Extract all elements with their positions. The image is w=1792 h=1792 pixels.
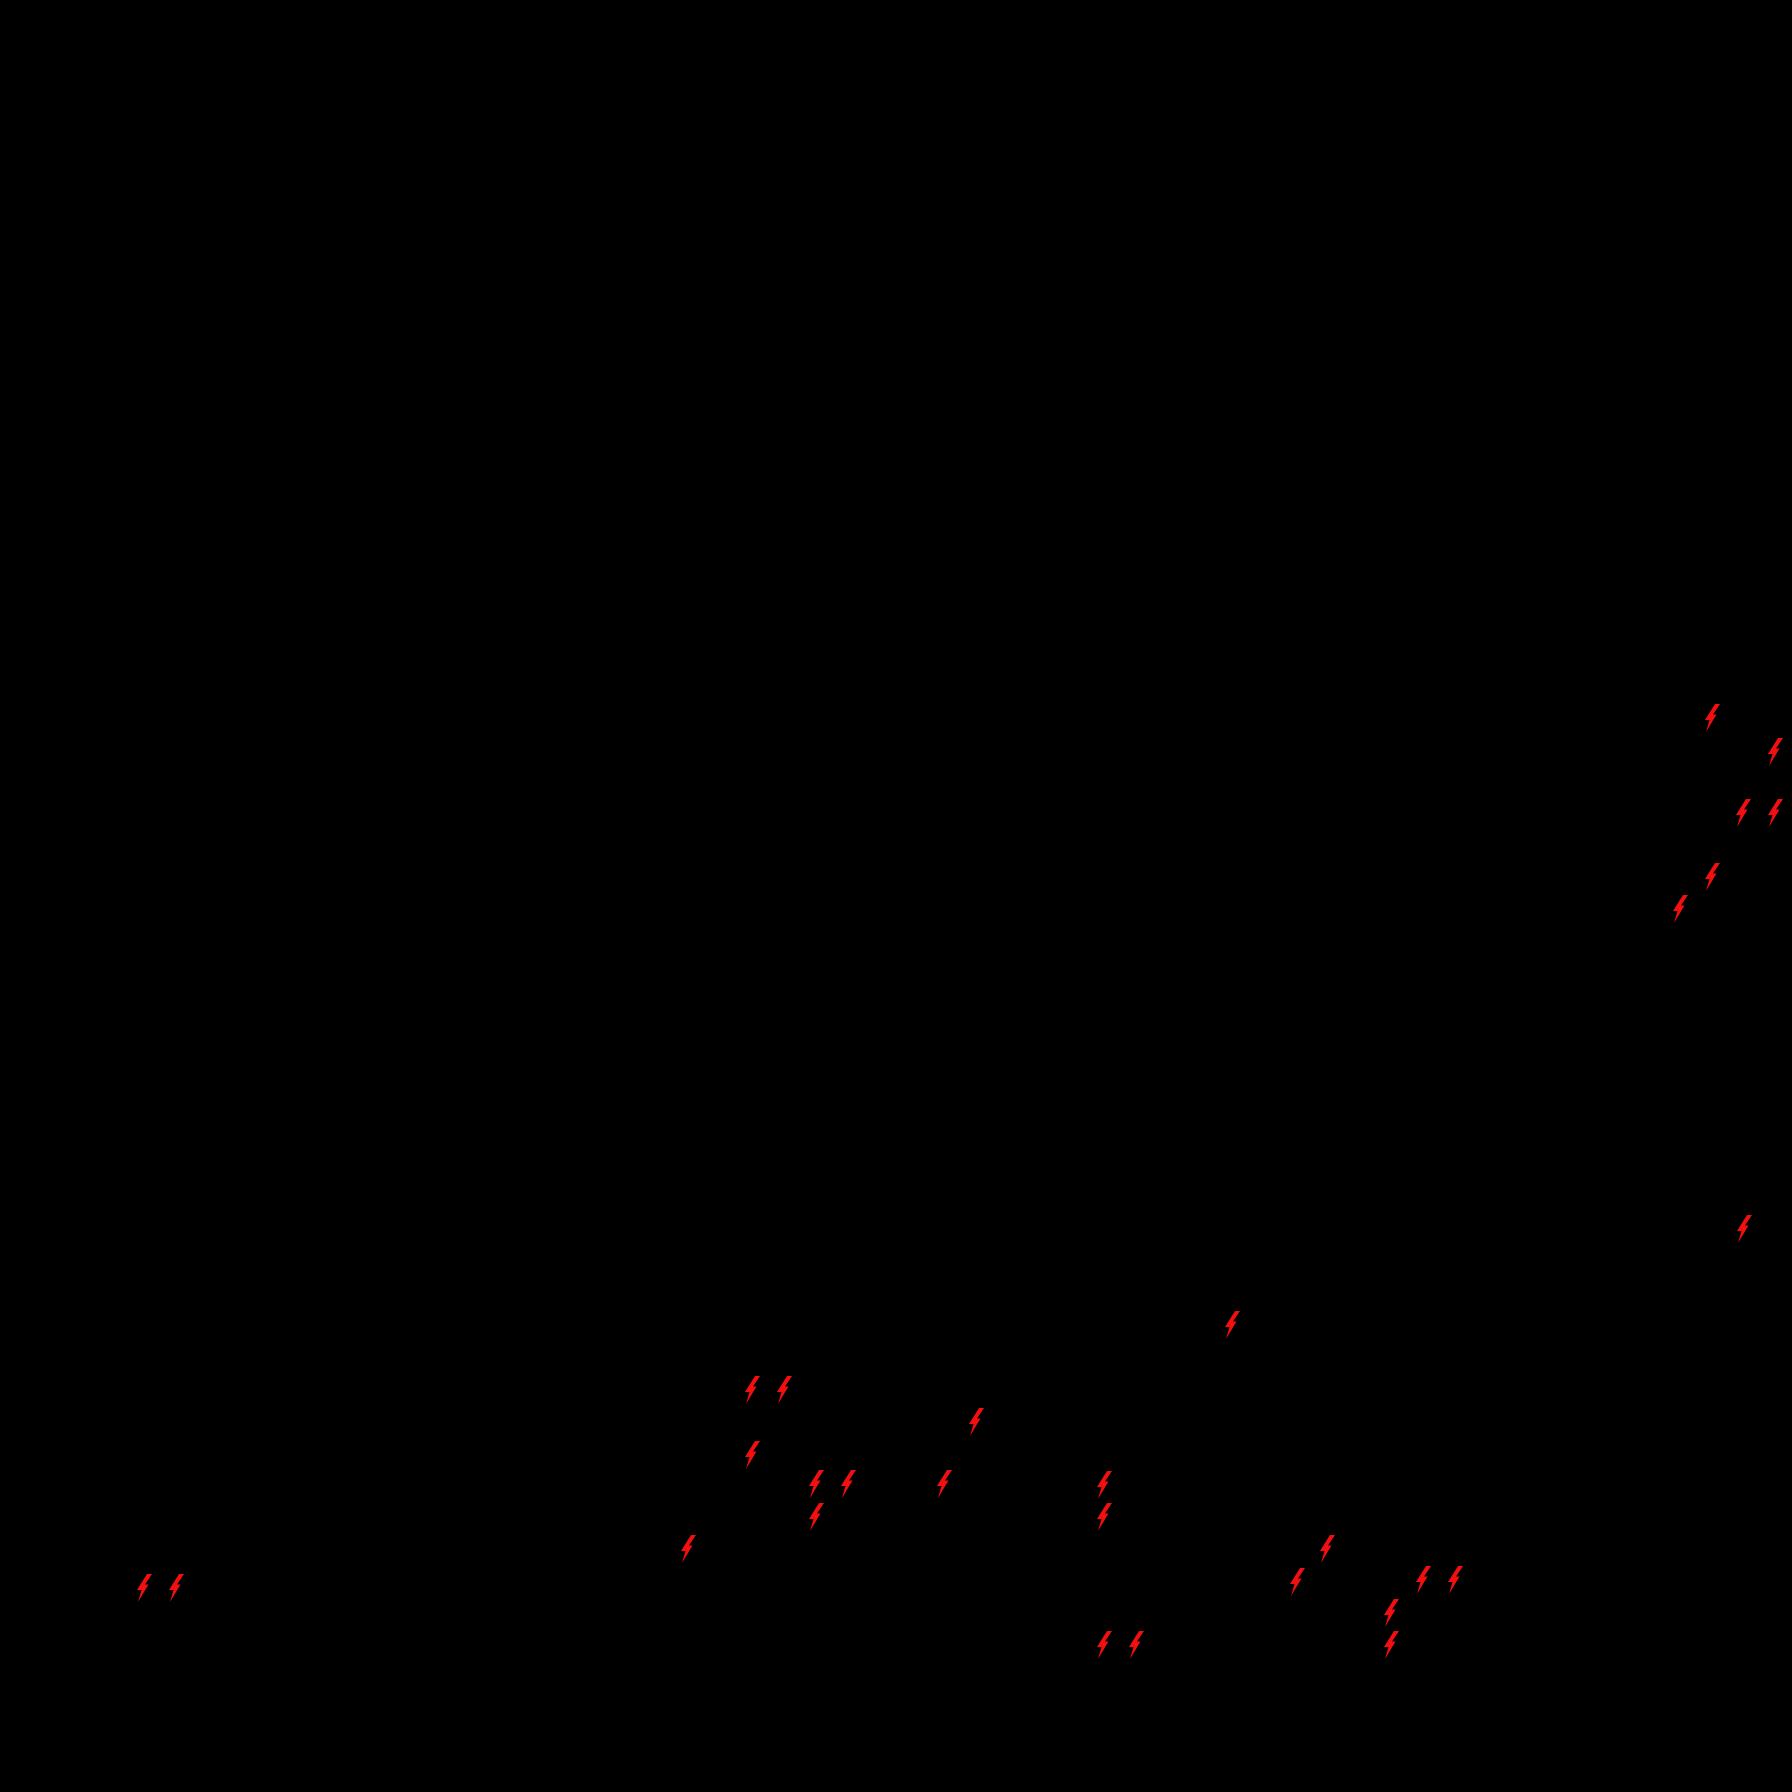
lightning-bolt-icon[interactable] [839,1470,857,1498]
lightning-bolt-icon[interactable] [807,1470,825,1498]
lightning-bolt-icon[interactable] [967,1408,985,1436]
lightning-bolt-icon[interactable] [1735,1215,1753,1243]
lightning-bolt-icon[interactable] [935,1470,953,1498]
lightning-bolt-icon[interactable] [167,1574,185,1602]
lightning-bolt-icon[interactable] [1703,704,1721,732]
lightning-bolt-icon[interactable] [1382,1631,1400,1659]
lightning-bolt-icon[interactable] [743,1441,761,1469]
lightning-bolt-icon[interactable] [775,1376,793,1404]
lightning-bolt-icon[interactable] [135,1574,153,1602]
lightning-bolt-icon[interactable] [1095,1471,1113,1499]
lightning-bolt-icon[interactable] [1288,1568,1306,1596]
lightning-bolt-icon[interactable] [1318,1535,1336,1563]
lightning-bolt-icon[interactable] [1095,1631,1113,1659]
lightning-bolt-icon[interactable] [1766,738,1784,766]
lightning-bolt-icon[interactable] [1382,1599,1400,1627]
lightning-bolt-icon[interactable] [1766,799,1784,827]
lightning-bolt-icon[interactable] [1414,1566,1432,1594]
lightning-bolt-icon[interactable] [679,1535,697,1563]
lightning-bolt-icon[interactable] [1127,1631,1145,1659]
lightning-bolt-icon[interactable] [1703,863,1721,891]
lightning-bolt-icon[interactable] [1446,1566,1464,1594]
lightning-bolt-icon[interactable] [1671,895,1689,923]
lightning-bolt-icon[interactable] [743,1376,761,1404]
lightning-bolt-icon[interactable] [1223,1311,1241,1339]
lightning-bolt-icon[interactable] [1734,799,1752,827]
lightning-bolt-icon[interactable] [807,1503,825,1531]
lightning-bolt-icon[interactable] [1095,1503,1113,1531]
